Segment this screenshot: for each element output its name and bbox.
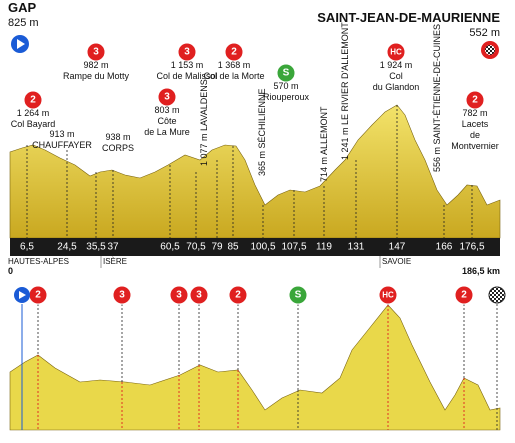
climb-category: 2 [231,47,237,58]
climb-badge [157,87,177,107]
km-label: 85 [227,242,239,253]
climb-badge [288,285,308,305]
km-label: 70,5 [186,242,206,253]
region: ISÈRE [103,257,127,266]
climb-badge [276,63,296,83]
climb-badge [386,42,406,62]
town-vertical: 365 m SÉCHILIENNE [257,88,267,176]
start-km: 0 [8,266,13,276]
climb-label: Lacets [462,119,489,129]
profile-area [9,104,501,239]
town-vertical: 714 m ALLEMONT [319,106,329,182]
climb-category: 2 [35,290,41,301]
km-label: 147 [389,242,406,253]
town-label: CHAUFFAYER [32,140,92,150]
town-vertical: 1 077 m LAVALDENS [199,79,209,166]
climb-label: Col de Malissol [156,71,217,81]
km-label: 79 [211,242,223,253]
climb-category: 2 [235,290,241,301]
km-label: 107,5 [281,242,306,253]
climb-badge [465,90,485,110]
climb-label: de [470,130,480,140]
climb-label: 1 153 m [171,60,204,70]
climb-badge [112,285,132,305]
climb-badge [224,42,244,62]
climb-category: 3 [176,290,182,301]
climb-label: 570 m [273,81,298,91]
climb-category: 3 [196,290,202,301]
climb-category: 2 [461,290,467,301]
climb-badge [228,285,248,305]
km-label: 166 [436,242,453,253]
climb-category: HC [382,291,394,300]
town-label: 938 m [105,132,130,142]
town-label: CORPS [102,143,134,153]
climb-label: Côte [157,116,176,126]
climb-label: Col de la Morte [203,71,264,81]
climb-category: 3 [119,290,125,301]
finish-flag [485,45,495,55]
climb-label: de La Mure [144,127,190,137]
finish-km: 186,5 km [462,266,500,276]
town-vertical: 1 241 m LE RIVIER D'ALLEMONT [340,22,350,160]
climb-badge [189,285,209,305]
km-label: 100,5 [250,242,275,253]
climb-label: 1 924 m [380,60,413,70]
climb-category: S [283,68,290,79]
km-label: 119 [316,242,332,253]
climb-label: Col [389,71,403,81]
climb-category: 3 [184,47,190,58]
climb-badge [378,285,398,305]
climb-badge [86,42,106,62]
climb-label: Col Bayard [11,119,56,129]
climb-category: 2 [30,95,36,106]
km-label: 60,5 [160,242,180,253]
climb-badge [169,285,189,305]
climb-label: du Glandon [373,82,420,92]
start-region: HAUTES-ALPES [8,257,69,266]
profile-area-mini [9,304,501,431]
climb-label: Rampe du Motty [63,71,130,81]
km-label: 131 [348,242,365,253]
climb-label: 782 m [462,108,487,118]
km-band [10,238,500,256]
finish-altitude: 552 m [469,27,500,39]
climb-badge [177,42,197,62]
start-altitude: 825 m [8,17,39,29]
finish-region: SAVOIE [382,257,411,266]
climb-label: 803 m [154,105,179,115]
km-markers: 6,5 24,5 35,5 37 60,5 70,5 79 85 100,5 107,5 119 13… [20,105,485,253]
lower-markers: 2 3 3 3 2 S HC 2 [14,285,506,430]
start-name: GAP [8,0,37,15]
climb-label: Montvernier [451,141,499,151]
climb-label: 1 368 m [218,60,251,70]
start-arrow [19,291,26,299]
town-label: 913 m [49,129,74,139]
climb-category: 2 [472,95,478,106]
climb-category: 3 [93,47,99,58]
climb-label: 1 264 m [17,108,50,118]
town-vertical: 556 m SAINT-ÉTIENNE-DE-CUINES [432,24,442,172]
km-label: 6,5 [20,242,34,253]
km-label: 35,5 [86,242,106,253]
km-label: 24,5 [57,242,77,253]
start-arrow [17,39,25,49]
climb-category: S [295,290,302,301]
climb-badge [454,285,474,305]
finish-icon [488,286,506,304]
climb-badge [23,90,43,110]
km-label: 176,5 [459,242,484,253]
climb-label: Riouperoux [263,92,310,102]
finish-name: SAINT-JEAN-DE-MAURIENNE [317,10,500,25]
climb-category: 3 [164,92,170,103]
climb-label: 982 m [83,60,108,70]
km-label: 37 [107,242,119,253]
climb-category: HC [390,48,402,57]
